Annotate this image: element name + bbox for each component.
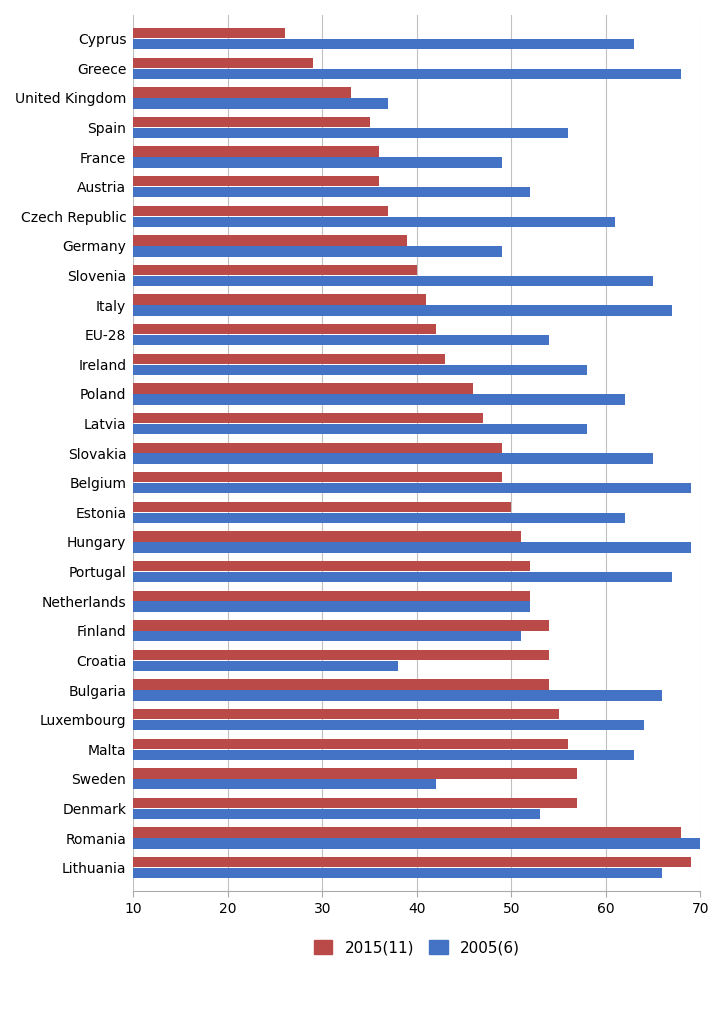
Bar (133, 483, 691, 494)
Bar (133, 591, 530, 601)
Bar (133, 394, 625, 404)
Bar (133, 335, 549, 345)
Bar (133, 571, 672, 583)
Bar (133, 543, 691, 553)
Bar (133, 502, 511, 512)
Bar (133, 413, 483, 423)
Bar (133, 709, 558, 719)
Bar (133, 531, 521, 542)
Bar (133, 827, 681, 838)
Bar (133, 601, 530, 612)
Bar (133, 660, 398, 671)
Bar (133, 324, 436, 335)
Bar (133, 424, 587, 434)
Bar (133, 246, 502, 257)
Bar (133, 720, 644, 730)
Bar (133, 679, 549, 690)
Bar (133, 779, 436, 790)
Bar (133, 442, 502, 453)
Bar (133, 621, 549, 631)
Bar (133, 128, 568, 138)
Bar (133, 98, 389, 109)
Bar (133, 365, 587, 375)
Bar (133, 383, 473, 393)
Bar (133, 57, 313, 68)
Bar (133, 265, 417, 275)
Bar (133, 217, 615, 227)
Bar (133, 236, 408, 246)
Bar (133, 187, 530, 198)
Bar (133, 69, 681, 79)
Bar (133, 158, 502, 168)
Bar (133, 513, 625, 523)
Bar (133, 798, 578, 808)
Bar (133, 650, 549, 660)
Bar (133, 750, 634, 760)
Bar (133, 868, 662, 879)
Bar (133, 146, 379, 157)
Bar (133, 87, 350, 97)
Bar (133, 275, 653, 286)
Bar (133, 39, 634, 49)
Bar (133, 353, 445, 365)
Bar (133, 176, 379, 186)
Bar (133, 295, 426, 305)
Bar (133, 857, 691, 867)
Bar (133, 690, 662, 700)
Bar (133, 809, 539, 819)
Bar (133, 454, 653, 464)
Legend: 2015(11), 2005(6): 2015(11), 2005(6) (308, 934, 526, 962)
Bar (133, 839, 724, 849)
Bar (133, 738, 568, 749)
Bar (133, 472, 502, 482)
Bar (133, 28, 285, 38)
Bar (133, 206, 389, 216)
Bar (133, 305, 672, 315)
Bar (133, 561, 530, 571)
Bar (133, 768, 578, 778)
Bar (133, 631, 521, 641)
Bar (133, 117, 369, 127)
